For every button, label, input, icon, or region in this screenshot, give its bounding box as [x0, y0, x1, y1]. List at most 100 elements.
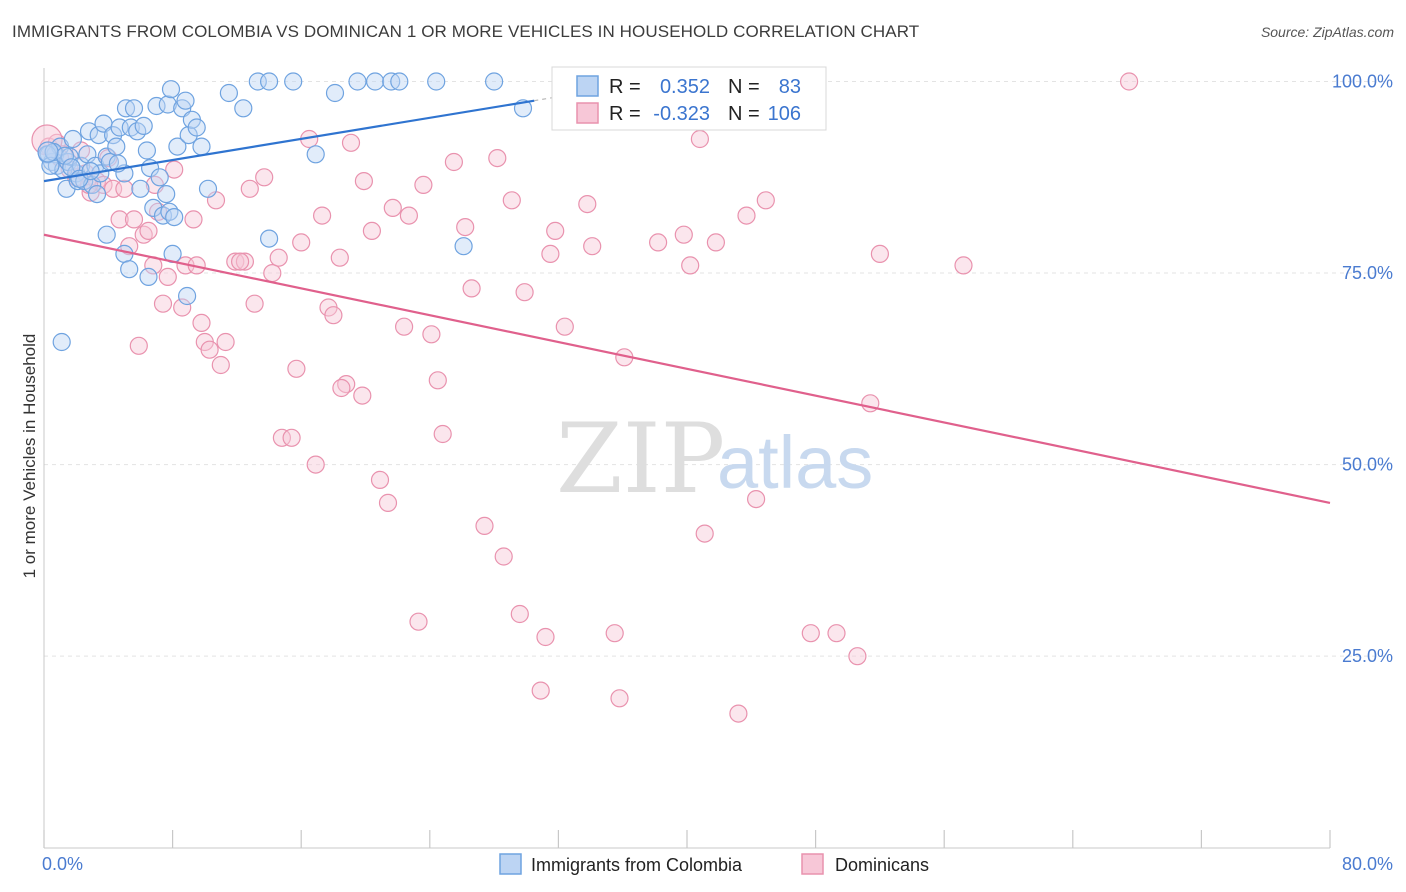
colombia-point	[427, 72, 446, 91]
colombia-point	[139, 267, 158, 286]
dominicans-point	[610, 689, 629, 708]
dominicans-point	[494, 547, 513, 566]
dominicans-point	[746, 490, 766, 509]
colombia-point	[81, 162, 100, 181]
stats-n-value-blue: 83	[779, 76, 801, 98]
colombia-point	[192, 137, 211, 156]
dominicans-point	[433, 424, 452, 444]
dominicans-point	[488, 149, 507, 168]
colombia-point	[260, 229, 279, 248]
dominicans-point	[269, 248, 288, 267]
dominicans-point	[1119, 72, 1139, 91]
dominicans-point	[362, 221, 381, 240]
dominicans-point	[695, 524, 714, 543]
colombia-point	[158, 95, 177, 114]
dominicans-trend-line	[43, 233, 1331, 504]
x-tick-label: 0.0%	[42, 854, 83, 874]
colombia-point	[120, 260, 139, 279]
colombia-point	[89, 126, 108, 145]
legend-label-dominicans[interactable]: Dominicans	[835, 855, 929, 875]
colombia-point	[198, 179, 218, 198]
dominicans-point	[414, 175, 433, 194]
y-tick-labels: 100.0% 75.0% 50.0% 25.0%	[1332, 72, 1393, 667]
dominicans-point	[184, 210, 203, 229]
legend-swatch-colombia[interactable]	[499, 853, 522, 875]
stats-swatch-pink	[576, 102, 599, 124]
colombia-point	[176, 91, 195, 110]
dominicans-point	[681, 256, 700, 275]
stats-swatch-blue	[576, 75, 599, 97]
dominicans-point	[245, 294, 264, 313]
dominicans-point	[255, 168, 274, 187]
legend-label-colombia[interactable]: Immigrants from Colombia	[531, 855, 743, 875]
colombia-point	[366, 72, 385, 91]
dominicans-point	[395, 317, 414, 336]
x-tick-label: 80.0%	[1342, 854, 1393, 874]
dominicans-point	[226, 252, 245, 271]
dominicans-point	[848, 647, 867, 666]
y-axis-label: 1 or more Vehicles in Household	[20, 334, 39, 579]
chart-title: IMMIGRANTS FROM COLOMBIA VS DOMINICAN 1 …	[12, 22, 920, 41]
dominicans-point	[737, 206, 756, 225]
colombia-point	[124, 99, 144, 118]
dominicans-point	[444, 152, 463, 172]
colombia-point	[97, 225, 116, 244]
colombia-point	[150, 168, 169, 187]
colombia-point-cluster	[37, 141, 59, 163]
legend-swatch-dominicans[interactable]	[801, 853, 824, 875]
dominicans-point	[378, 493, 398, 512]
colombia-point	[97, 147, 116, 166]
colombia-point	[234, 99, 253, 118]
stats-n-value-pink: 106	[768, 103, 801, 125]
colombia-point	[52, 332, 71, 352]
colombia-point	[87, 185, 107, 204]
dominicans-point	[475, 516, 494, 536]
stats-box: R = 0.352 N = 83 R = -0.323 N = 106	[551, 66, 827, 131]
dominicans-point	[515, 283, 534, 302]
dominicans-point	[231, 252, 250, 271]
dominicans-point	[399, 206, 418, 225]
dominicans-point	[605, 624, 624, 643]
dominicans-point	[200, 340, 219, 359]
axes	[43, 68, 1331, 849]
dominicans-point	[370, 470, 390, 489]
colombia-point	[103, 126, 123, 145]
grid-lines	[44, 81, 1385, 657]
dominicans-point	[235, 252, 254, 271]
series-colombia	[37, 72, 533, 352]
dominicans-point	[272, 428, 291, 447]
stats-r-label-blue: R =	[609, 76, 641, 98]
colombia-point	[485, 72, 504, 91]
colombia-point	[306, 145, 325, 164]
legend: Immigrants from Colombia Dominicans	[499, 853, 929, 875]
y-tick-label: 25.0%	[1342, 646, 1393, 666]
colombia-point	[160, 202, 179, 221]
colombia-point	[219, 83, 238, 103]
y-tick-label: 50.0%	[1342, 455, 1393, 475]
dominicans-point	[211, 355, 230, 375]
dominicans-point	[502, 191, 521, 210]
x-tick-labels: 0.0% 80.0%	[42, 854, 1393, 874]
colombia-point	[134, 116, 153, 136]
colombia-point	[260, 72, 279, 91]
stats-r-value-pink: -0.323	[653, 103, 710, 125]
dominicans-point	[353, 386, 372, 405]
colombia-point	[107, 137, 126, 156]
colombia-point	[165, 208, 184, 227]
colombia-point	[131, 179, 150, 198]
dominicans-point	[578, 195, 597, 214]
watermark-atlas: atlas	[717, 421, 873, 504]
dominicans-point	[555, 317, 574, 336]
stats-r-label-pink: R =	[609, 103, 641, 125]
dominicans-point	[383, 198, 402, 217]
colombia-point	[161, 80, 181, 99]
dominicans-point	[456, 218, 475, 237]
dominicans-point	[422, 325, 441, 344]
dominicans-point	[690, 129, 710, 149]
dominicans-point	[129, 336, 148, 355]
dominicans-point	[674, 225, 693, 244]
dominicans-point	[139, 221, 158, 240]
dominicans-point	[409, 612, 428, 631]
dominicans-point	[531, 681, 550, 700]
series-dominicans	[31, 72, 1139, 723]
